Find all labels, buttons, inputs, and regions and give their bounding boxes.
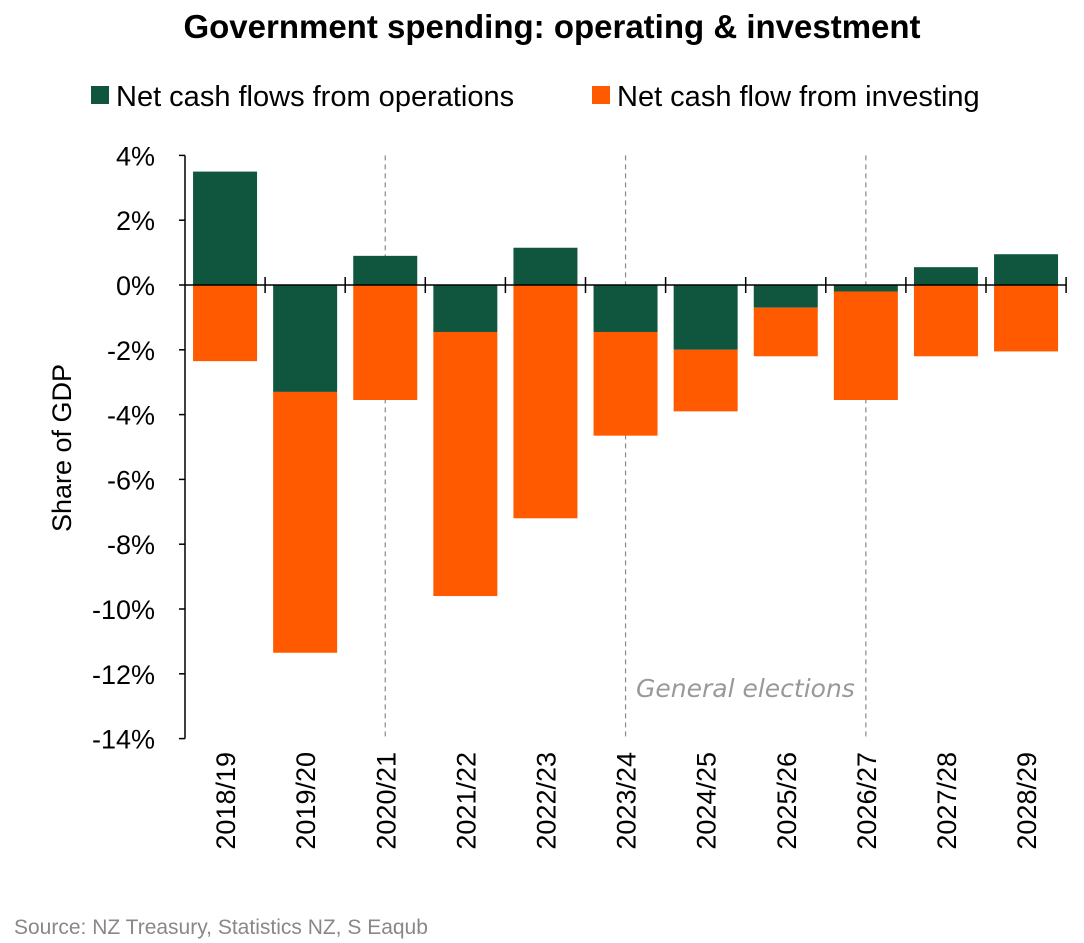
x-tick-label: 2019/20 <box>291 752 321 850</box>
legend: Net cash flows from operations Net cash … <box>91 81 980 113</box>
bar-operations-2020-21 <box>353 255 418 285</box>
bar-operations-2024-25 <box>673 285 738 350</box>
legend-swatch-investing <box>592 86 610 104</box>
bar-investing-2025-26 <box>753 307 818 357</box>
y-axis-label: Share of GDP <box>47 364 77 532</box>
x-tick-label: 2022/23 <box>531 752 561 850</box>
y-tick-label: -8% <box>107 530 155 560</box>
bar-operations-2025-26 <box>753 285 818 308</box>
legend-label-operations: Net cash flows from operations <box>116 81 514 113</box>
y-tick-label: -14% <box>92 725 155 755</box>
bar-investing-2027-28 <box>913 285 978 357</box>
y-tick-label: -10% <box>92 595 155 625</box>
x-tick-label: 2028/29 <box>1012 752 1042 850</box>
y-tick-label: 2% <box>116 206 155 236</box>
x-tick-label: 2018/19 <box>211 752 241 850</box>
y-tick-label: 4% <box>116 141 155 171</box>
legend-label-investing: Net cash flow from investing <box>617 81 980 113</box>
bar-operations-2023-24 <box>593 285 658 332</box>
y-tick-label: -6% <box>107 465 155 495</box>
bar-investing-2020-21 <box>353 285 418 401</box>
bar-operations-2018-19 <box>193 171 258 285</box>
bar-operations-2022-23 <box>513 247 578 285</box>
x-tick-label: 2020/21 <box>371 752 401 850</box>
x-tick-label: 2024/25 <box>692 752 722 850</box>
x-tick-label: 2025/26 <box>772 752 802 850</box>
bar-operations-2019-20 <box>273 285 338 392</box>
bar-operations-2027-28 <box>913 267 978 285</box>
y-tick-label: -12% <box>92 660 155 690</box>
source-note: Source: NZ Treasury, Statistics NZ, S Ea… <box>14 916 428 939</box>
y-tick-label: -4% <box>107 401 155 431</box>
legend-swatch-operations <box>91 86 109 104</box>
x-tick-label: 2021/22 <box>451 752 481 850</box>
bar-investing-2022-23 <box>513 285 578 519</box>
election-annotation: General elections <box>636 674 855 703</box>
y-tick-label: -2% <box>107 336 155 366</box>
bar-investing-2023-24 <box>593 331 658 436</box>
bar-operations-2026-27 <box>833 285 898 292</box>
x-tick-label: 2026/27 <box>852 752 882 850</box>
bar-investing-2021-22 <box>433 331 498 597</box>
bar-operations-2021-22 <box>433 285 498 332</box>
bar-investing-2024-25 <box>673 349 738 412</box>
x-tick-label: 2023/24 <box>612 752 642 850</box>
chart-title: Government spending: operating & investm… <box>183 8 920 45</box>
bar-investing-2028-29 <box>994 285 1059 352</box>
y-tick-label: 0% <box>116 271 155 301</box>
x-tick-label: 2027/28 <box>932 752 962 850</box>
bar-investing-2019-20 <box>273 391 338 653</box>
bar-investing-2026-27 <box>833 291 898 401</box>
bar-operations-2028-29 <box>994 254 1059 285</box>
bar-investing-2018-19 <box>193 285 258 362</box>
